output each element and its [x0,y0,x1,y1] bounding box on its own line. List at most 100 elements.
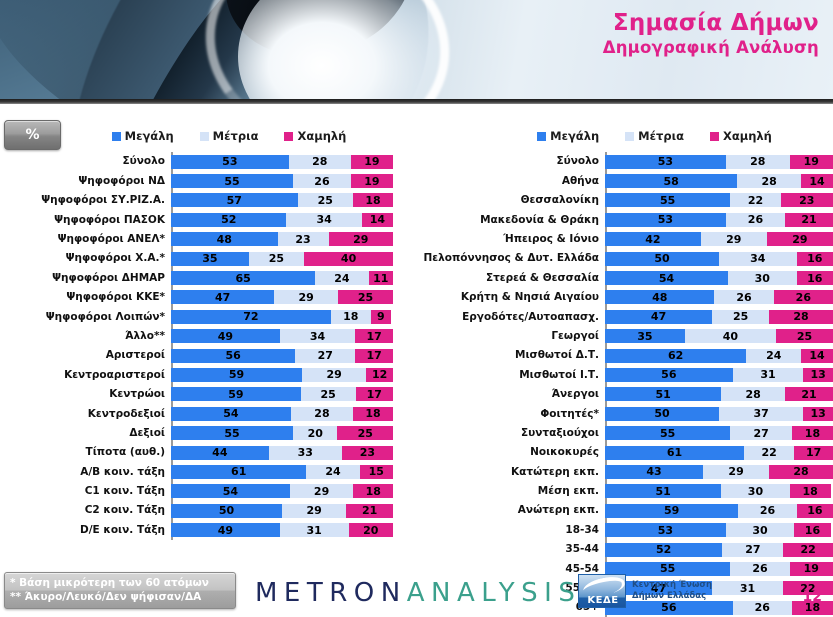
bar-segment-Μεγάλη: 57 [171,193,298,208]
header-title-group: Σημασία Δήμων Δημογραφική Ανάλυση [603,9,819,59]
bar-segment-Χαμηλή: 28 [769,464,833,479]
bar-segment-Μέτρια: 24 [746,348,802,363]
kede-caption-line-1: Κεντρική Ένωση [632,579,713,590]
chart-row: Άλλο** 49 34 17 [0,327,400,346]
category-label: Κατώτερη εκπ. [511,465,599,478]
stacked-bar: 55 20 25 [171,426,393,441]
bar-segment-Μέτρια: 23 [277,232,329,247]
chart-row: Σύνολο 53 28 19 [0,152,400,171]
category-label: Μισθωτοί Δ.Τ. [515,349,599,362]
chart-row: 18-34 53 30 16 [418,520,833,539]
bar-segment-Μέτρια: 27 [730,426,792,441]
bar-segment-Μέτρια: 30 [728,271,797,286]
category-label: Ψηφοφόροι Χ.Α.* [65,252,165,265]
bar-segment-Μέτρια: 26 [730,561,790,576]
bar-segment-Μέτρια: 22 [730,193,781,208]
chart-panel-right: Μεγάλη Μέτρια Χαμηλή Σύνολο 53 28 19 Αθήνα 58 28… [418,126,833,617]
bar-segment-Χαμηλή: 18 [789,484,831,499]
category-label: D/E κοιν. Τάξη [80,523,165,536]
stacked-bar: 53 30 16 [605,523,833,538]
category-label: Ψηφοφόροι ΑΝΕΛ* [57,233,165,245]
bar-segment-Μεγάλη: 72 [171,309,331,324]
bar-segment-Μεγάλη: 53 [171,154,289,169]
legend-item-2: Μέτρια [625,129,684,143]
bar-segment-Μέτρια: 24 [306,464,360,479]
bar-segment-Μεγάλη: 59 [171,367,302,382]
bar-segment-Χαμηλή: 15 [359,464,393,479]
bar-segment-Μεγάλη: 54 [605,271,729,286]
stacked-bar: 62 24 14 [605,348,833,363]
stacked-bar: 49 31 20 [171,523,393,538]
chart-row: Κεντρώοι 59 25 17 [0,385,400,404]
legend-square-icon [537,131,547,141]
bar-segment-Μεγάλη: 47 [605,581,713,596]
bar-segment-Μεγάλη: 54 [171,484,290,499]
header-glow [238,0,448,104]
bar-segment-Χαμηλή: 21 [785,212,833,227]
chart-row: Μισθωτοί Δ.Τ. 62 24 14 [418,346,833,365]
bar-segment-Μεγάλη: 56 [605,600,733,615]
category-label: Ψηφοφόροι ΝΔ [78,174,165,187]
bar-segment-Μεγάλη: 51 [605,387,722,402]
chart-row: Γεωργοί 35 40 25 [418,327,833,346]
kede-mark-icon: ΚΕΔΕ [578,574,626,608]
bar-segment-Μεγάλη: 55 [605,561,731,576]
bar-segment-Χαμηλή: 18 [353,484,394,499]
page-subtitle: Δημογραφική Ανάλυση [602,38,819,58]
bar-segment-Χαμηλή: 16 [794,523,831,538]
bar-segment-Μέτρια: 29 [700,232,767,247]
category-label: Δεξιοί [129,426,165,439]
bar-segment-Μέτρια: 34 [286,212,362,227]
bar-segment-Μέτρια: 37 [719,406,804,421]
category-label: Θεσσαλονίκη [520,194,599,207]
stacked-bar: 48 23 29 [171,232,393,247]
bar-segment-Χαμηλή: 14 [361,212,393,227]
chart-row: Πελοπόννησος & Δυτ. Ελλάδα 50 34 16 [418,249,833,268]
chart-row: Μακεδονία & Θράκη 53 26 21 [418,210,833,229]
bar-segment-Μεγάλη: 55 [605,426,731,441]
legend-square-icon [199,131,209,141]
legend-item-3: Χαμηλή [284,129,346,143]
footnote-line-1: * Βάση μικρότερη των 60 ατόμων [10,577,209,589]
bar-segment-Χαμηλή: 28 [769,309,833,324]
bar-segment-Μεγάλη: 53 [605,523,726,538]
category-label: A/B κοιν. τάξη [80,465,165,478]
chart-row: Ψηφοφόροι ΚΚΕ* 47 29 25 [0,288,400,307]
bar-segment-Μέτρια: 25 [248,251,305,266]
category-label: C2 κοιν. Τάξη [84,504,165,517]
stacked-bar: 58 28 14 [605,174,833,189]
bar-segment-Μεγάλη: 49 [171,329,280,344]
legend-item-label: Μεγάλη [550,129,600,143]
bar-segment-Μέτρια: 29 [703,464,770,479]
bar-segment-Μέτρια: 18 [330,309,371,324]
bar-segment-Μέτρια: 34 [719,251,797,266]
legend-item-label: Μέτρια [212,129,259,143]
chart-row: Μέση εκπ. 51 30 18 [418,482,833,501]
chart-row: D/E κοιν. Τάξη 49 31 20 [0,520,400,539]
bar-segment-Μεγάλη: 51 [605,484,722,499]
chart-row: Ψηφοφόροι Λοιπών* 72 18 9 [0,307,400,326]
chart-row: C2 κοιν. Τάξη 50 29 21 [0,501,400,520]
stacked-bar: 55 22 23 [605,193,833,208]
bar-segment-Μεγάλη: 35 [605,329,685,344]
chart-row: 45-54 55 26 19 [418,559,833,578]
page-number: 12 [802,589,822,605]
bar-segment-Χαμηλή: 14 [801,174,833,189]
chart-row: C1 κοιν. Τάξη 54 29 18 [0,482,400,501]
chart-row: Κατώτερη εκπ. 43 29 28 [418,462,833,481]
bar-segment-Μέτρια: 30 [725,523,795,538]
legend-left: Μεγάλη Μέτρια Χαμηλή [0,126,400,146]
bar-segment-Χαμηλή: 9 [370,309,391,324]
bar-segment-Χαμηλή: 17 [355,329,393,344]
header-arc [186,0,469,104]
stacked-bar: 57 25 18 [171,193,393,208]
bar-segment-Μεγάλη: 55 [171,426,294,441]
category-label: Ψηφοφόροι ΠΑΣΟΚ [54,213,165,226]
bar-segment-Μεγάλη: 50 [171,503,282,518]
legend-square-icon [625,131,635,141]
stacked-bar: 56 26 18 [605,600,833,615]
category-label: Μακεδονία & Θράκη [480,213,599,226]
bar-segment-Χαμηλή: 12 [366,367,393,382]
chart-row: 35-44 52 27 22 [418,540,833,559]
bar-segment-Μέτρια: 27 [722,542,784,557]
